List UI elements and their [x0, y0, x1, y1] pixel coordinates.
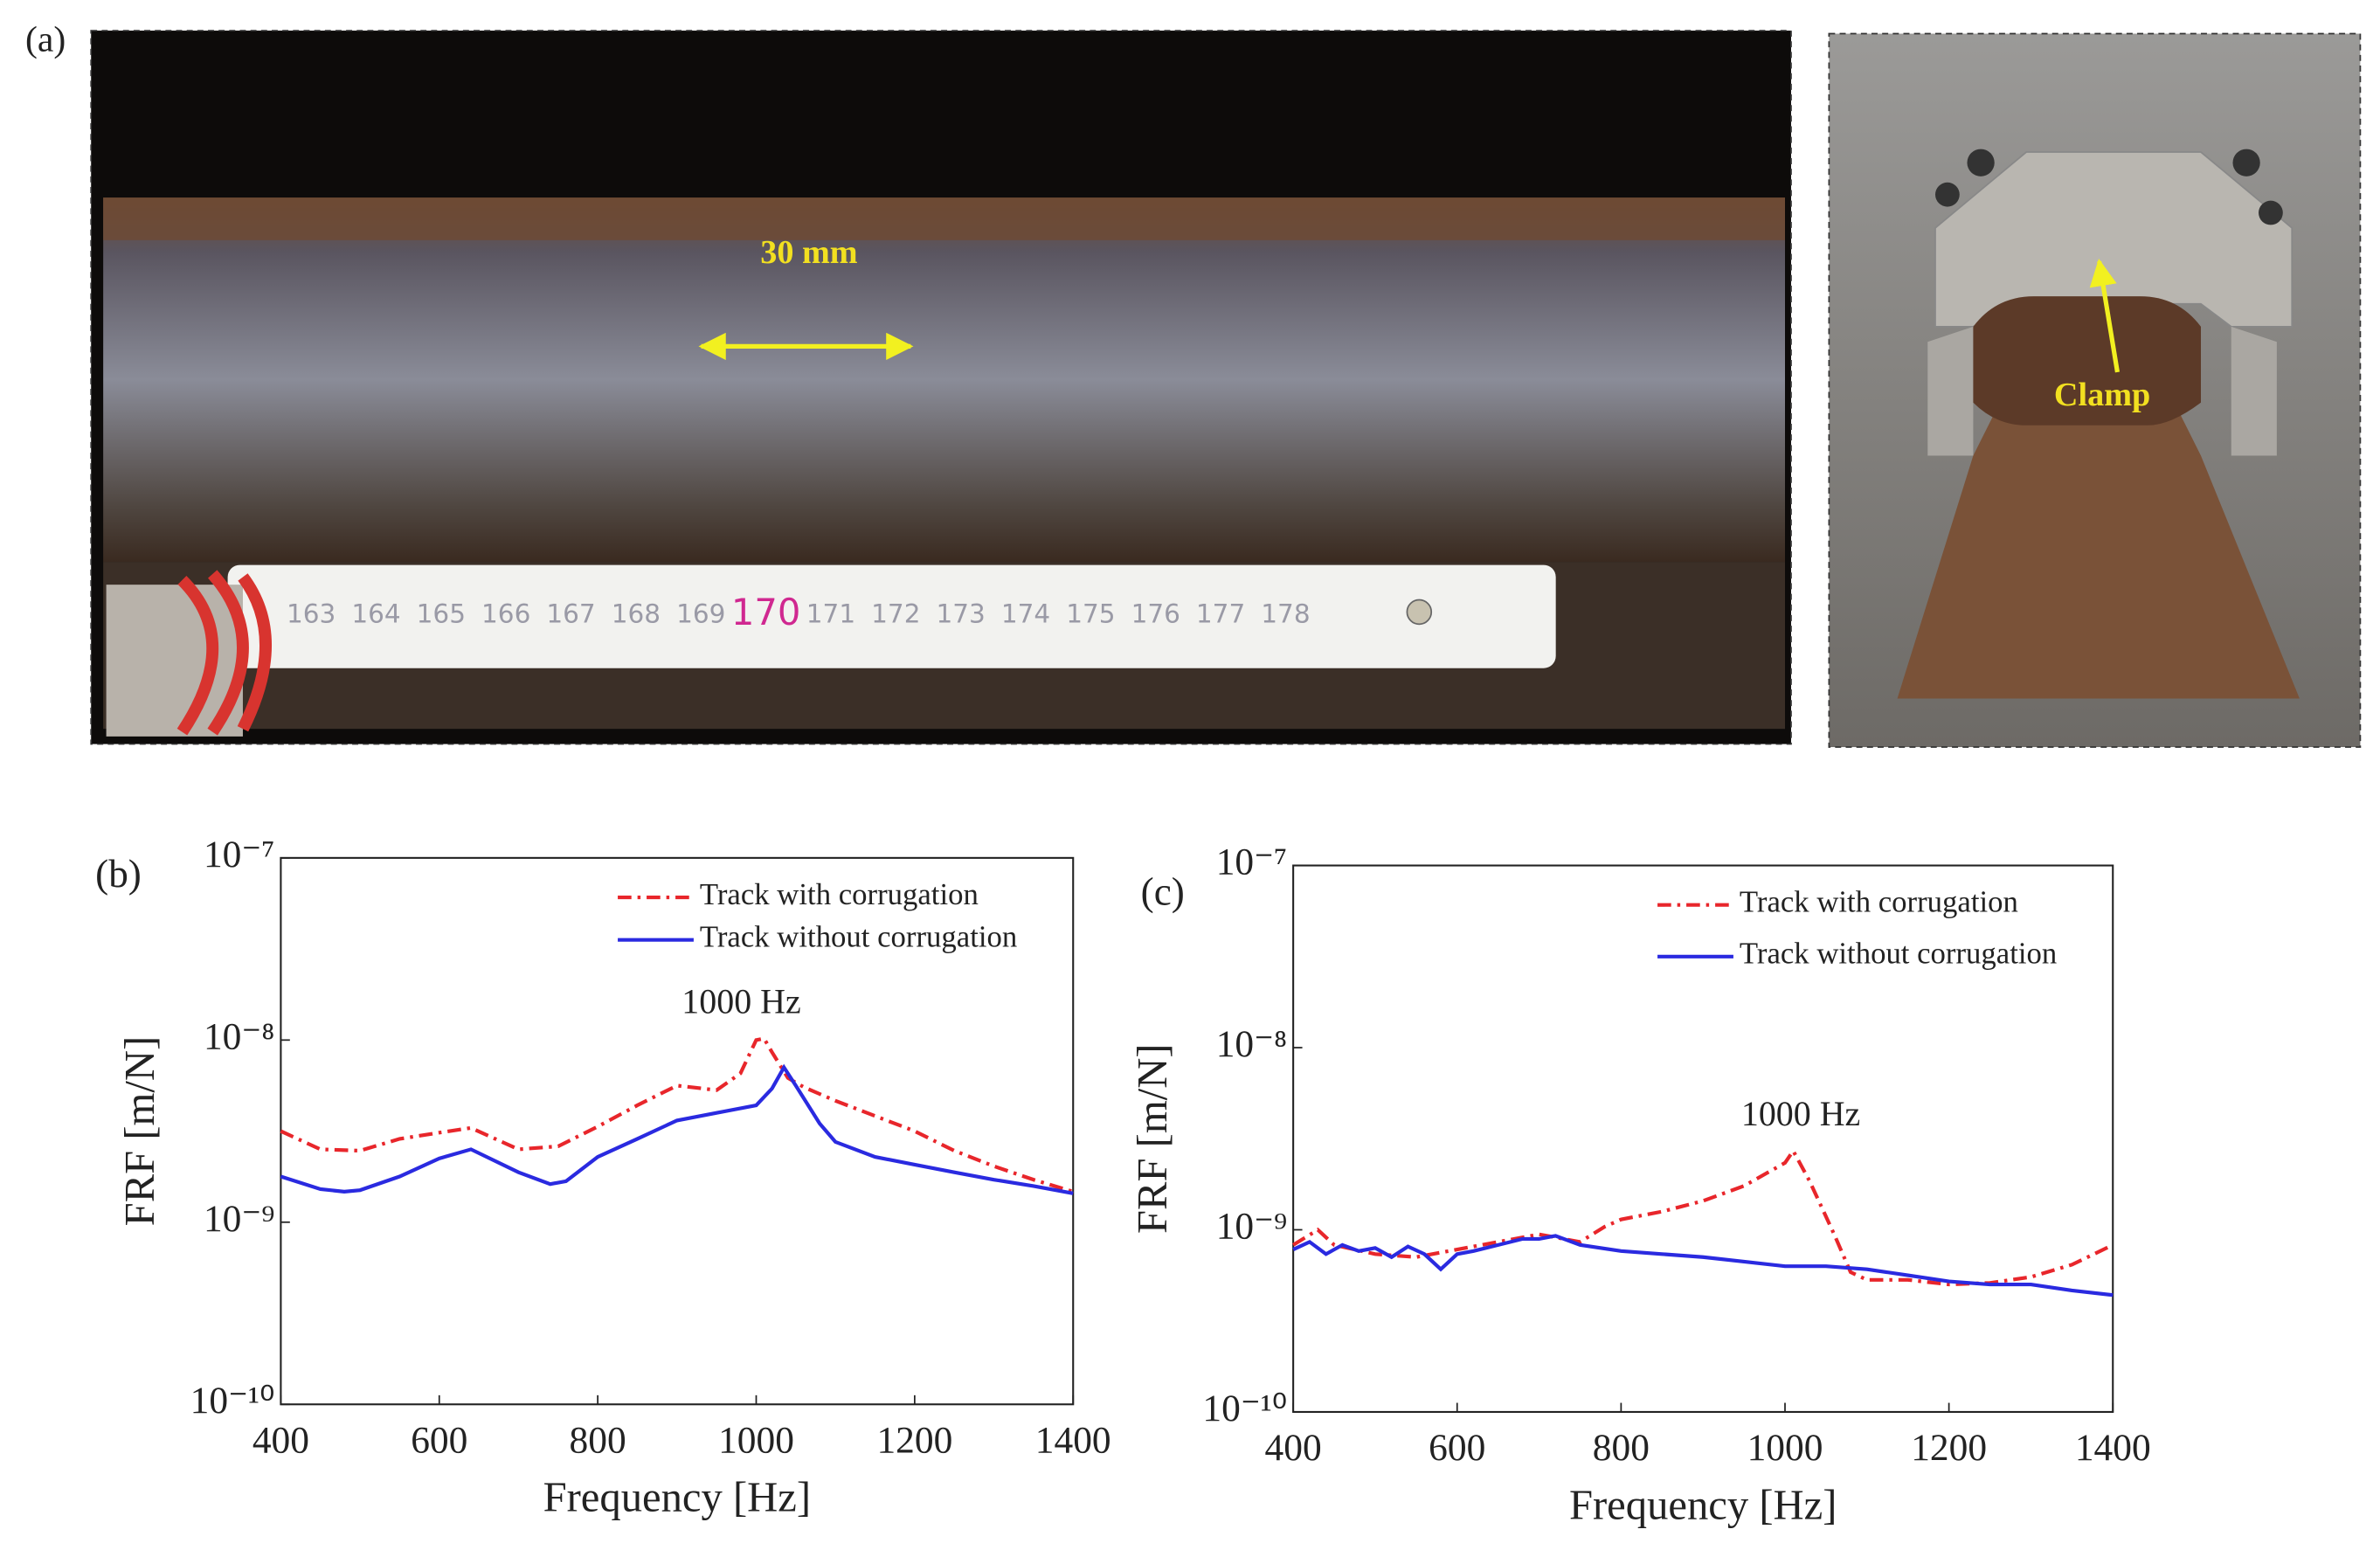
y-tick-label: 10⁻⁷	[204, 834, 274, 875]
ruler-label: 172	[871, 599, 920, 628]
x-tick-label: 1200	[876, 1419, 952, 1461]
ruler-label: 175	[1066, 599, 1115, 628]
legend-label: Track without corrugation	[700, 920, 1017, 954]
ruler-label: 169	[676, 599, 725, 628]
x-tick-label: 1200	[1911, 1427, 1987, 1469]
y-tick-label: 10⁻¹⁰	[1202, 1388, 1287, 1429]
clamp-arrow	[2089, 259, 2121, 373]
panel-label: (c)	[1141, 870, 1185, 914]
panel-label: (b)	[95, 852, 142, 896]
legend-label: Track with corrugation	[700, 877, 979, 911]
ruler-label: 167	[546, 599, 595, 628]
annotation: 1000 Hz	[1741, 1094, 1860, 1133]
x-tick-label: 1000	[1747, 1427, 1823, 1469]
series-line	[1292, 1234, 2114, 1298]
y-tick-label: 10⁻¹⁰	[190, 1380, 275, 1422]
ruler-label: 168	[612, 599, 661, 628]
y-tick-label: 10⁻⁸	[204, 1015, 274, 1057]
ruler-label: 171	[806, 599, 855, 628]
ruler-label: 163	[287, 599, 336, 628]
ruler-label: 170	[731, 591, 801, 633]
photo-rail	[90, 30, 1792, 745]
ruler-label: 173	[937, 599, 986, 628]
y-tick-label: 10⁻⁹	[204, 1198, 274, 1240]
series-line	[1292, 1147, 2114, 1287]
annotation: 1000 Hz	[681, 981, 800, 1021]
series-line	[280, 1063, 1074, 1195]
y-axis-label: FRF [m/N]	[1129, 1043, 1176, 1234]
ruler-label: 166	[481, 599, 530, 628]
x-tick-label: 400	[1265, 1427, 1322, 1469]
x-tick-label: 1000	[718, 1419, 794, 1461]
y-axis-label: FRF [m/N]	[116, 1036, 163, 1227]
y-tick-label: 10⁻⁸	[1216, 1023, 1287, 1065]
x-tick-label: 400	[253, 1419, 309, 1461]
x-axis-label: Frequency [Hz]	[543, 1474, 811, 1521]
x-tick-label: 600	[411, 1419, 467, 1461]
x-axis-label: Frequency [Hz]	[1569, 1481, 1837, 1528]
scale-text: 30 mm	[760, 234, 858, 271]
ruler-label: 177	[1196, 599, 1245, 628]
x-tick-label: 800	[570, 1419, 626, 1461]
plot-frame	[1292, 864, 2114, 1413]
ruler-label: 174	[1001, 599, 1050, 628]
ruler-label: 178	[1261, 599, 1310, 628]
panel-label: (a)	[25, 20, 66, 60]
y-tick-label: 10⁻⁹	[1216, 1205, 1287, 1247]
x-tick-label: 600	[1429, 1427, 1485, 1469]
x-tick-label: 1400	[1035, 1419, 1111, 1461]
legend-label: Track with corrugation	[1740, 885, 2018, 919]
series-line	[280, 1036, 1074, 1194]
ruler-label: 164	[351, 599, 400, 628]
y-tick-label: 10⁻⁷	[1216, 841, 1287, 883]
x-tick-label: 800	[1593, 1427, 1650, 1469]
ruler-label: 176	[1131, 599, 1180, 628]
x-tick-label: 1400	[2075, 1427, 2151, 1469]
photo-clamp	[1828, 32, 2362, 748]
photo-annotations: (a) 30 mm Clamp	[25, 20, 2150, 414]
clamp-text: Clamp	[2054, 377, 2150, 413]
legend-label: Track without corrugation	[1740, 937, 2057, 971]
ruler-label: 165	[417, 599, 466, 628]
